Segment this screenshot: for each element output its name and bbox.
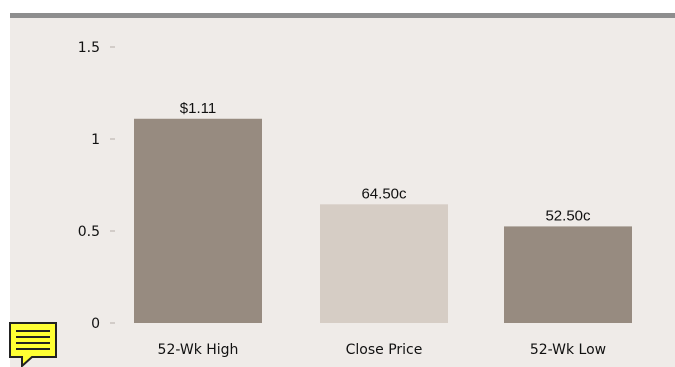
bar xyxy=(134,118,262,323)
y-tick-label: 1.5 xyxy=(78,40,100,56)
x-tick-label: 52-Wk High xyxy=(158,342,239,358)
y-tick-label: 0 xyxy=(91,316,100,332)
bar xyxy=(320,204,448,323)
data-label: 64.50c xyxy=(361,185,407,202)
bar xyxy=(504,226,632,323)
x-tick-label: 52-Wk Low xyxy=(530,342,606,358)
note-icon[interactable] xyxy=(8,321,60,367)
x-tick-label: Close Price xyxy=(346,342,423,358)
data-label: 52.50c xyxy=(545,207,591,224)
y-tick-label: 1 xyxy=(91,132,100,148)
data-label: $1.11 xyxy=(180,100,216,117)
y-tick-label: 0.5 xyxy=(78,224,100,240)
top-divider xyxy=(10,13,675,18)
